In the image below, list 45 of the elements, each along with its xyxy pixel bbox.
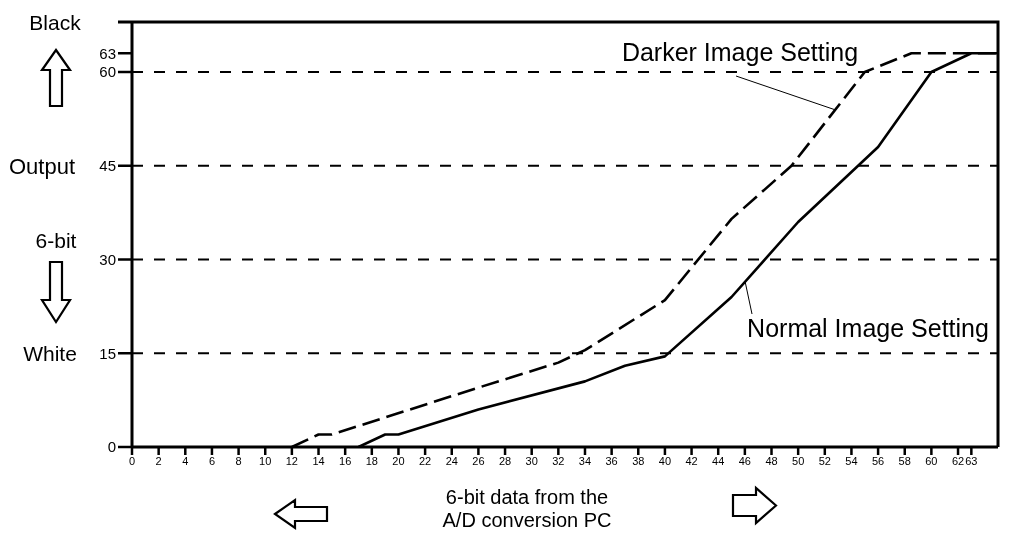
x-tick-label: 48 bbox=[765, 454, 778, 467]
x-tick-label: 60 bbox=[925, 454, 938, 467]
x-tick-label: 40 bbox=[658, 454, 672, 467]
x-tick-label: 2 bbox=[155, 454, 162, 467]
x-tick-label: 52 bbox=[818, 454, 831, 467]
series-label: Darker Image Setting bbox=[621, 38, 859, 66]
y-tick-label: 15 bbox=[99, 344, 116, 362]
text: Black bbox=[29, 10, 82, 34]
x-tick-label: 16 bbox=[339, 454, 352, 467]
legend-label: Normal Image Setting bbox=[747, 314, 989, 342]
x-tick-label: 6 bbox=[208, 454, 215, 467]
x-tick-label: 24 bbox=[445, 454, 458, 467]
x-tick-label: 18 bbox=[365, 454, 378, 467]
text: White bbox=[23, 341, 77, 365]
y-tick-label: 0 bbox=[107, 438, 116, 456]
y-tick-label: 63 bbox=[99, 44, 116, 62]
x-tick-label: 58 bbox=[898, 454, 911, 467]
x-tick-label: 14 bbox=[312, 454, 325, 467]
x-tick-label: 28 bbox=[498, 454, 512, 467]
x-tick-label: 34 bbox=[578, 454, 592, 467]
x-tick-label: 42 bbox=[685, 454, 698, 467]
y-tick-label: 60 bbox=[99, 63, 116, 81]
x-tick-label: 44 bbox=[712, 454, 725, 467]
x-tick-label: 0 bbox=[128, 454, 136, 467]
x-tick-label: 36 bbox=[605, 454, 618, 467]
x-tick-label: 46 bbox=[738, 454, 751, 467]
x-tick-label: 56 bbox=[871, 454, 885, 467]
x-tick-label: 8 bbox=[235, 454, 242, 467]
x-tick-label: 63 bbox=[965, 454, 978, 467]
y-tick-label: 30 bbox=[99, 250, 116, 268]
y-tick-label: 45 bbox=[99, 157, 116, 175]
x-tick-label: 38 bbox=[632, 454, 645, 467]
x-tick-label: 26 bbox=[472, 454, 485, 467]
x-tick-label: 50 bbox=[792, 454, 805, 467]
x-tick-label: 20 bbox=[392, 454, 405, 467]
x-tick-label: 62 bbox=[951, 454, 965, 467]
x-tick-label: 54 bbox=[845, 454, 858, 467]
x-tick-label: 32 bbox=[552, 454, 565, 467]
x-tick-label: 10 bbox=[259, 454, 272, 467]
x-tick-label: 12 bbox=[285, 454, 298, 467]
x-axis-title: 6-bit data from the A/D conversion PC bbox=[441, 486, 613, 532]
x-tick-label: 30 bbox=[525, 454, 538, 467]
text: Output 6-bit bbox=[8, 153, 77, 252]
x-tick-label: 22 bbox=[418, 454, 432, 467]
x-tick-label: 4 bbox=[182, 454, 189, 467]
